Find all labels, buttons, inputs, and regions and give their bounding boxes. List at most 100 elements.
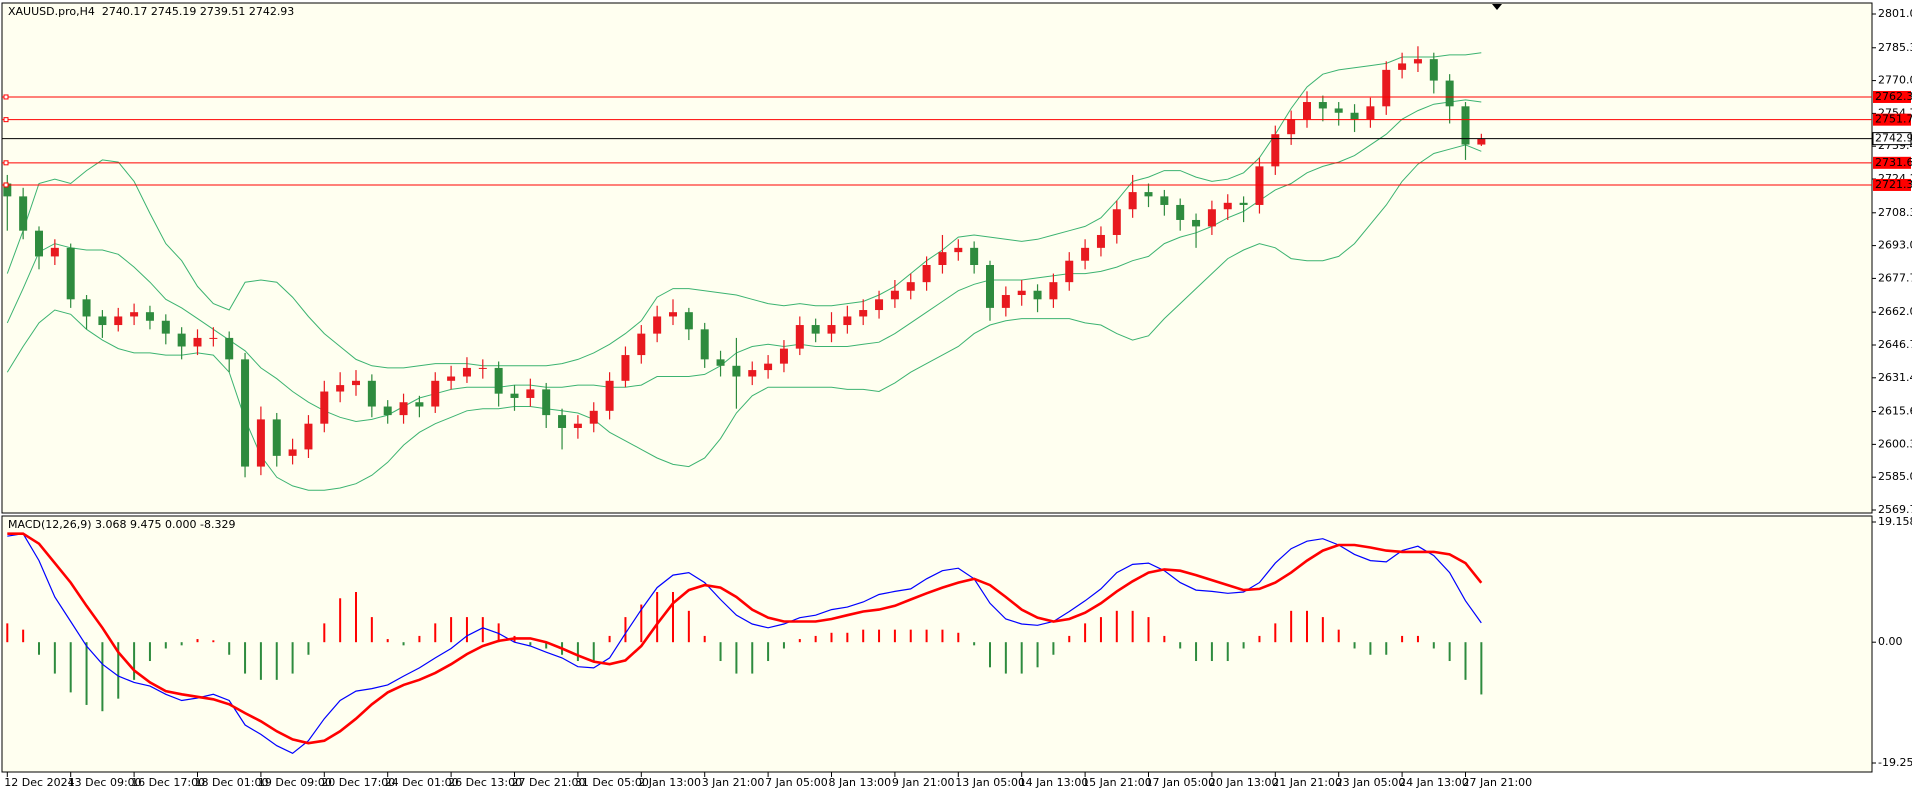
macd-histogram-bar	[1068, 635, 1071, 643]
y-tick-label: 2801.05	[1878, 7, 1912, 20]
candle-body	[272, 419, 281, 456]
candle-body	[1271, 134, 1280, 167]
candle-body	[1207, 209, 1216, 227]
candle-body	[1366, 106, 1375, 120]
macd-histogram-bar	[1401, 635, 1404, 643]
macd-histogram-bar	[117, 642, 120, 699]
candle-body	[209, 337, 218, 339]
macd-histogram-bar	[1321, 617, 1324, 643]
x-tick-label: 2 Jan 13:00	[638, 776, 701, 789]
x-tick-label: 15 Jan 21:00	[1082, 776, 1152, 789]
macd-histogram-bar	[909, 629, 912, 643]
macd-histogram-bar	[656, 592, 659, 643]
macd-histogram-bar	[1416, 635, 1419, 643]
candle-body	[399, 402, 408, 416]
x-tick-label: 7 Jan 05:00	[765, 776, 828, 789]
macd-histogram-bar	[1195, 642, 1198, 662]
y-tick-label: 2646.70	[1878, 338, 1912, 351]
candle-body	[367, 380, 376, 407]
macd-histogram-bar	[529, 642, 532, 646]
macd-histogram-bar	[893, 629, 896, 643]
x-tick-label: 17 Jan 05:00	[1146, 776, 1216, 789]
candle-body	[700, 329, 709, 360]
macd-histogram-bar	[1448, 642, 1451, 662]
candle-body	[1223, 202, 1232, 210]
candle-body	[447, 376, 456, 381]
macd-histogram-bar	[164, 642, 167, 649]
macd-histogram-bar	[1147, 617, 1150, 643]
y-tick-label: 2569.75	[1878, 503, 1912, 516]
candle-body	[415, 402, 424, 407]
macd-histogram-bar	[672, 592, 674, 643]
candle-body	[621, 355, 630, 381]
macd-histogram-bar	[640, 604, 643, 643]
macd-histogram-bar	[925, 629, 928, 643]
x-tick-label: 20 Dec 17:00	[321, 776, 395, 789]
macd-histogram-bar	[69, 642, 72, 693]
candle-body	[3, 183, 12, 197]
candle-body	[1033, 290, 1042, 300]
macd-histogram-bar	[434, 623, 437, 643]
candle-body	[177, 333, 186, 347]
macd-histogram-bar	[1258, 635, 1261, 643]
macd-histogram-bar	[1306, 610, 1308, 643]
macd-histogram-bar	[53, 642, 56, 674]
macd-histogram-bar	[370, 617, 373, 643]
macd-histogram-bar	[878, 629, 881, 643]
candle-body	[1445, 80, 1454, 107]
level-handle	[3, 94, 9, 100]
x-tick-label: 13 Dec 09:00	[68, 776, 142, 789]
y-tick-label: 2615.65	[1878, 405, 1912, 418]
candle-body	[1112, 209, 1121, 235]
macd-histogram-bar	[1432, 642, 1435, 649]
x-tick-label: 8 Jan 13:00	[829, 776, 892, 789]
candle-body	[1144, 192, 1153, 197]
macd-histogram-bar	[1464, 642, 1467, 680]
candle-body	[558, 415, 567, 428]
macd-histogram-bar	[1353, 642, 1356, 649]
macd-histogram-bar	[957, 632, 960, 643]
candle-body	[1303, 102, 1311, 120]
x-tick-label: 18 Dec 01:00	[195, 776, 269, 789]
candle-body	[82, 299, 91, 317]
macd-histogram-bar	[402, 642, 405, 646]
macd-histogram-bar	[608, 635, 611, 643]
candle-body	[875, 299, 884, 311]
candle-body	[970, 247, 979, 266]
candle-body	[605, 380, 614, 411]
candle-body	[494, 367, 503, 394]
macd-histogram-bar	[386, 639, 389, 643]
band-middle	[6, 99, 1482, 423]
level-label: 2731.65	[1875, 156, 1912, 169]
candle-body	[1287, 119, 1296, 135]
y-tick-label: 2785.30	[1878, 41, 1912, 54]
candle-body	[145, 312, 154, 321]
candle-body	[1318, 102, 1327, 109]
macd-histogram-bar	[148, 642, 151, 662]
candle-body	[1334, 108, 1343, 113]
macd-histogram-bar	[1337, 629, 1340, 643]
macd-histogram-bar	[101, 642, 104, 712]
candle-body	[1017, 290, 1026, 296]
level-handle	[3, 160, 9, 166]
macd-histogram-bar	[450, 617, 453, 643]
candle-body	[954, 247, 963, 253]
macd-histogram-bar	[751, 642, 754, 674]
macd-histogram-bar	[1036, 642, 1039, 668]
level-label-box	[1873, 156, 1911, 169]
macd-histogram-bar	[1242, 642, 1245, 649]
x-tick-label: 27 Dec 21:00	[512, 776, 586, 789]
macd-histogram-bar	[782, 642, 785, 649]
candle-body	[716, 359, 725, 366]
price-label: 2742.93	[1875, 132, 1912, 145]
candle-body	[922, 265, 931, 283]
macd-histogram-bar	[275, 642, 278, 680]
level-label-box	[1873, 178, 1911, 191]
price-pane	[1, 2, 1873, 514]
x-tick-label: 20 Jan 13:00	[1209, 776, 1279, 789]
macd-histogram-bar	[38, 642, 40, 655]
level-label: 2762.36	[1875, 90, 1912, 103]
candle-body	[1065, 260, 1074, 283]
candle-body	[1128, 192, 1137, 210]
